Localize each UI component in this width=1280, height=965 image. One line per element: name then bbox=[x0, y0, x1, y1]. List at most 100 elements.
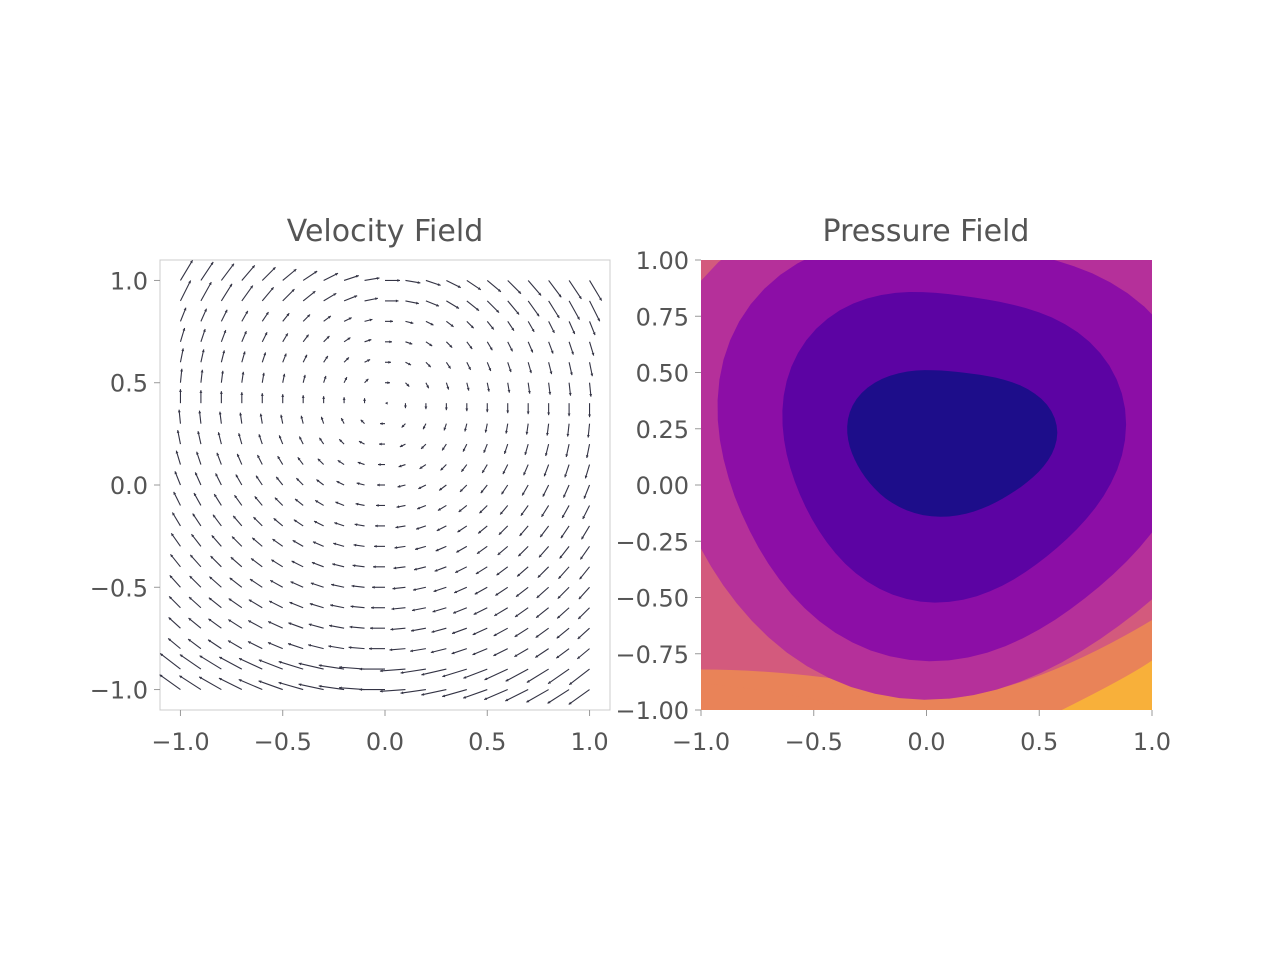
velocity-arrow-head bbox=[347, 337, 351, 341]
velocity-arrow-head bbox=[358, 441, 362, 444]
velocity-arrow-head bbox=[247, 641, 251, 644]
velocity-arrow bbox=[218, 677, 243, 691]
velocity-arrow-head bbox=[503, 450, 507, 454]
velocity-arrow-head bbox=[248, 620, 252, 624]
velocity-arrow-head bbox=[493, 633, 497, 636]
velocity-arrow-head bbox=[569, 681, 573, 685]
velocity-arrow-head bbox=[436, 303, 439, 307]
velocity-arrow-head bbox=[317, 458, 321, 462]
velocity-arrow-head bbox=[231, 536, 235, 540]
pressure-panel: Pressure Field −1.0 −0.5 0.0 0.5 1.0 −1.00 −0… bbox=[615, 214, 1171, 756]
velocity-arrow-head bbox=[159, 674, 163, 678]
velocity-arrow-head bbox=[350, 605, 354, 609]
velocity-arrow-head bbox=[252, 537, 256, 541]
velocity-arrow-head bbox=[535, 634, 539, 638]
velocity-arrow-head bbox=[330, 604, 334, 607]
velocity-arrow-head bbox=[318, 684, 322, 688]
velocity-arrow-head bbox=[495, 592, 499, 596]
velocity-arrow-head bbox=[208, 597, 212, 601]
velocity-arrow-head bbox=[542, 493, 546, 497]
velocity-arrow-head bbox=[307, 314, 311, 318]
velocity-arrow-head bbox=[359, 667, 363, 671]
velocity-arrow-head bbox=[476, 307, 480, 311]
velocity-arrow-head bbox=[443, 427, 447, 431]
velocity-arrow bbox=[207, 639, 222, 650]
velocity-arrow-head bbox=[218, 411, 222, 415]
velocity-arrow bbox=[576, 648, 590, 660]
velocity-arrow bbox=[568, 300, 580, 320]
velocity-arrow bbox=[200, 261, 214, 281]
velocity-arrow-head bbox=[363, 398, 366, 401]
velocity-arrow-head bbox=[505, 430, 508, 434]
velocity-arrow-head bbox=[424, 406, 428, 410]
velocity-arrow bbox=[219, 656, 243, 670]
velocity-arrow-head bbox=[556, 655, 560, 659]
velocity-arrow-head bbox=[378, 463, 381, 466]
velocity-arrow-head bbox=[169, 596, 173, 600]
velocity-arrow-head bbox=[416, 526, 420, 530]
pressure-y-ticks: −1.00 −0.75 −0.50 −0.25 0.00 0.25 0.50 0.75 1.00 bbox=[615, 247, 701, 725]
velocity-arrow bbox=[548, 300, 560, 319]
velocity-arrow-head bbox=[170, 554, 174, 558]
velocity-arrow-head bbox=[540, 534, 543, 538]
velocity-arrow-head bbox=[241, 371, 245, 375]
velocity-arrow bbox=[241, 265, 256, 281]
velocity-arrow-head bbox=[376, 276, 380, 280]
velocity-arrow bbox=[198, 676, 222, 691]
velocity-arrow-head bbox=[567, 413, 571, 417]
velocity-arrow-head bbox=[376, 504, 379, 507]
velocity-arrow-head bbox=[305, 334, 309, 338]
velocity-arrow-head bbox=[373, 565, 376, 569]
velocity-arrow-head bbox=[394, 546, 398, 549]
velocity-arrow-head bbox=[508, 369, 512, 373]
pressure-band bbox=[701, 683, 859, 710]
velocity-arrow-head bbox=[356, 482, 360, 486]
velocity-arrow-head bbox=[189, 597, 192, 600]
velocity-arrow-head bbox=[264, 332, 268, 336]
velocity-arrow-head bbox=[505, 698, 509, 702]
velocity-arrow-head bbox=[510, 348, 513, 352]
velocity-arrow-head bbox=[240, 392, 244, 395]
velocity-arrow-head bbox=[238, 679, 242, 682]
velocity-arrow-head bbox=[182, 327, 186, 331]
velocity-arrow-head bbox=[278, 660, 282, 664]
velocity-arrow-head bbox=[168, 617, 172, 621]
velocity-arrow-head bbox=[217, 432, 221, 436]
velocity-arrow bbox=[169, 575, 181, 588]
velocity-arrow-head bbox=[374, 544, 377, 548]
velocity-arrow-head bbox=[563, 494, 566, 498]
velocity-arrow-head bbox=[496, 309, 500, 313]
velocity-arrow-head bbox=[472, 652, 476, 656]
velocity-arrow-head bbox=[291, 289, 295, 293]
velocity-arrow-head bbox=[355, 502, 359, 506]
velocity-arrow bbox=[298, 683, 324, 691]
pressure-y-tick-label: −0.50 bbox=[615, 585, 689, 613]
velocity-x-tick-label: 0.5 bbox=[468, 728, 506, 756]
velocity-arrow bbox=[307, 644, 324, 650]
velocity-arrow-head bbox=[192, 513, 196, 517]
velocity-arrow-head bbox=[348, 646, 352, 649]
velocity-arrow-head bbox=[228, 598, 232, 602]
velocity-arrow-head bbox=[369, 647, 372, 651]
velocity-arrow-head bbox=[410, 629, 414, 632]
velocity-arrow-head bbox=[265, 312, 269, 316]
velocity-arrow-head bbox=[274, 497, 278, 501]
velocity-arrow-head bbox=[258, 680, 262, 684]
velocity-arrow-head bbox=[395, 299, 399, 303]
velocity-arrow-head bbox=[544, 453, 548, 456]
velocity-arrow bbox=[442, 668, 467, 678]
velocity-arrow-head bbox=[181, 348, 185, 352]
velocity-arrow-head bbox=[393, 566, 397, 570]
velocity-arrow-head bbox=[597, 318, 600, 322]
velocity-arrow bbox=[278, 661, 304, 670]
velocity-arrow-head bbox=[349, 625, 353, 629]
velocity-arrow-head bbox=[583, 495, 587, 499]
velocity-arrow-head bbox=[218, 677, 222, 681]
velocity-arrow-head bbox=[238, 433, 241, 437]
velocity-arrow-head bbox=[188, 280, 191, 284]
velocity-arrow-head bbox=[199, 676, 203, 680]
velocity-arrow-head bbox=[421, 446, 424, 449]
velocity-arrow-head bbox=[308, 623, 312, 627]
